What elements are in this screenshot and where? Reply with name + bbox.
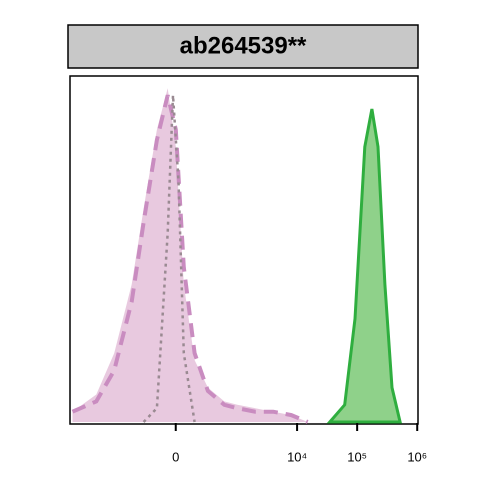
histogram-line	[142, 95, 196, 423]
x-tick-label: 10⁴	[287, 449, 307, 464]
histogram-area	[326, 108, 402, 424]
x-tick-label: 10⁶	[407, 449, 427, 464]
plot-frame	[69, 75, 419, 425]
chart-title: ab264539**	[180, 32, 307, 59]
x-tick-label: 10⁵	[347, 449, 367, 464]
x-tick-label: 0	[172, 449, 179, 464]
histogram-area	[72, 88, 308, 423]
histogram-line	[71, 94, 309, 424]
title-box	[67, 24, 419, 69]
